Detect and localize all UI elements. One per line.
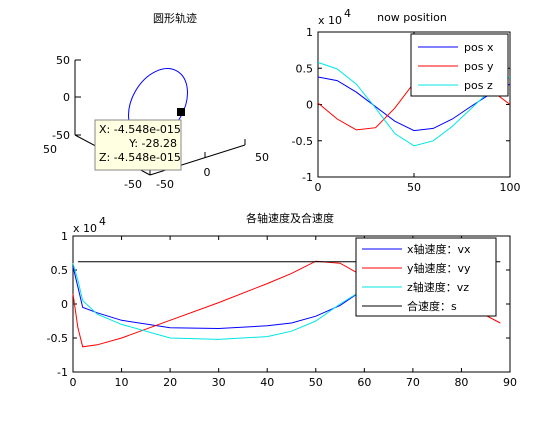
legend-label: pos z xyxy=(464,79,493,92)
subplot-velocity: 各轴速度及合速度 x 10 4 0 10 20 30 40 50 60 70 80 90 10.5… xyxy=(47,211,517,389)
y-tick-label: -0.5 xyxy=(292,135,313,148)
x-tick-label: 20 xyxy=(163,376,177,389)
exponent-power: 4 xyxy=(344,7,351,20)
tick-label: -50 xyxy=(124,178,142,191)
series-line-2 xyxy=(317,61,511,147)
subplot-3d-trajectory: 圆形轨迹 50 0 -50 50 -50 -50 0 50 X: -4.548e… xyxy=(43,11,269,191)
x-tick-label: 60 xyxy=(357,376,371,389)
tick-label: -50 xyxy=(156,178,174,191)
datatip-y: Y: -28.28 xyxy=(128,137,177,150)
x-tick-label: 0 xyxy=(70,376,77,389)
exponent-label: x 10 4 xyxy=(73,215,106,235)
x-tick-label: 30 xyxy=(212,376,226,389)
y-tick-label: -1 xyxy=(302,171,313,184)
series-line-0 xyxy=(72,266,389,330)
x-tick-label: 0 xyxy=(315,181,322,194)
legend-label: pos x xyxy=(464,41,494,54)
y-tick-label: 0 xyxy=(306,99,313,112)
tick-label: 0 xyxy=(63,91,70,104)
y-tick-label: -0.5 xyxy=(47,332,68,345)
x-tick-label: 40 xyxy=(260,376,274,389)
x-tick-label: 80 xyxy=(454,376,468,389)
y-tick-label: 1 xyxy=(306,26,313,39)
legend: pos x pos y pos z xyxy=(410,33,509,97)
legend-label: pos y xyxy=(464,60,494,73)
y-tick-label: 1 xyxy=(61,230,68,243)
y-tick-label: 0.5 xyxy=(296,62,314,75)
tick-label: 0 xyxy=(204,166,211,179)
legend-label: z轴速度：vz xyxy=(407,280,469,294)
datatip-marker[interactable] xyxy=(177,108,185,116)
y-tick-label: -1 xyxy=(57,366,68,379)
y-ticks-2: 1 0.5 0 -0.5 -1 xyxy=(292,26,510,184)
series-line-2 xyxy=(72,263,389,340)
legend-label: 合速度：s xyxy=(407,299,457,313)
legend: x轴速度：vx y轴速度：vy z轴速度：vz 合速度：s xyxy=(355,237,497,317)
subplot-now-position: now position x 10 4 0 50 100 1 0.5 0 -0.5 -1 p… xyxy=(292,7,521,194)
tick-label: 50 xyxy=(56,54,70,67)
exponent-power: 4 xyxy=(99,215,106,228)
x-tick-label: 100 xyxy=(500,181,521,194)
exponent-label: x 10 4 xyxy=(318,7,351,27)
exponent-base: x 10 xyxy=(73,222,97,235)
legend-label: y轴速度：vy xyxy=(407,261,471,275)
datatip-x: X: -4.548e-015 xyxy=(99,123,181,136)
tick-label: -50 xyxy=(52,129,70,142)
x-tick-label: 10 xyxy=(115,376,129,389)
x-tick-label: 70 xyxy=(406,376,420,389)
chart-title: 各轴速度及合速度 xyxy=(246,211,334,225)
x-ticks-3: 0 10 20 30 40 50 60 70 80 90 xyxy=(70,236,517,389)
chart-title: now position xyxy=(377,11,447,24)
y-ticks-3: 1 0.5 0 -0.5 -1 xyxy=(47,230,510,379)
x-tick-label: 50 xyxy=(309,376,323,389)
tick-label: 50 xyxy=(43,143,57,156)
tick-label: 50 xyxy=(255,151,269,164)
y-tick-label: 0 xyxy=(61,298,68,311)
x-tick-label: 50 xyxy=(407,181,421,194)
legend-label: x轴速度：vx xyxy=(407,242,471,256)
x-tick-label: 90 xyxy=(503,376,517,389)
datatip-z: Z: -4.548e-015 xyxy=(99,151,181,164)
y-tick-label: 0.5 xyxy=(51,264,69,277)
exponent-base: x 10 xyxy=(318,14,342,27)
chart-title: 圆形轨迹 xyxy=(153,11,197,25)
datatip[interactable]: X: -4.548e-015 Y: -28.28 Z: -4.548e-015 xyxy=(94,119,182,171)
